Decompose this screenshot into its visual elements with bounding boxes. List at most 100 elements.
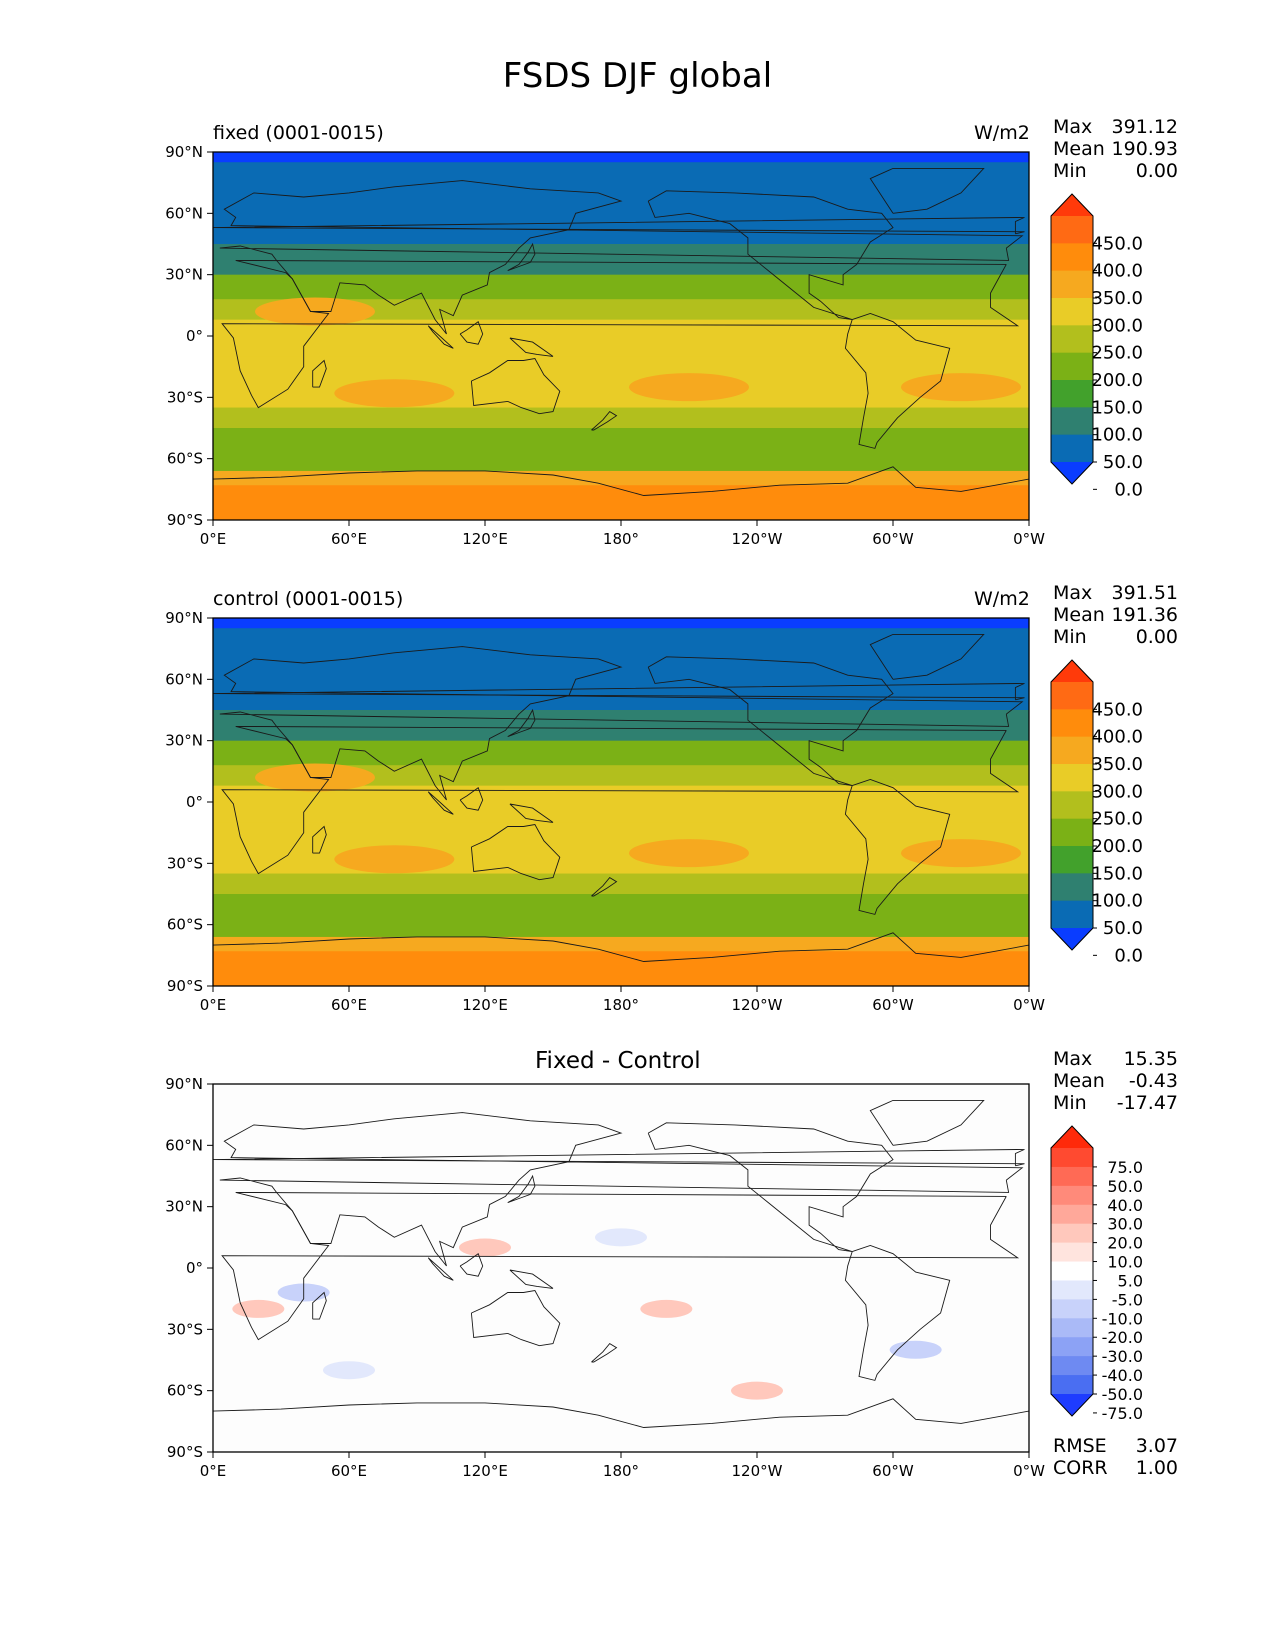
field-band xyxy=(213,485,1029,520)
lat-tick-label: 30°S xyxy=(167,388,203,406)
colorbar-segment xyxy=(1051,325,1093,354)
lat-tick-label: 0° xyxy=(186,1259,203,1277)
field-blob xyxy=(595,1228,647,1247)
colorbar-label: 50.0 xyxy=(1103,918,1143,939)
colorbar-extend-bottom xyxy=(1051,462,1093,484)
colorbar-label: -20.0 xyxy=(1102,1328,1143,1347)
field-band xyxy=(213,936,1029,952)
coastline xyxy=(213,216,1025,235)
panel-left-title: fixed (0001-0015) xyxy=(213,122,384,144)
colorbar-label: 0.0 xyxy=(1114,479,1143,500)
lat-tick-label: 90°S xyxy=(167,1443,203,1461)
lon-tick-label: 60°W xyxy=(872,530,914,548)
coastline xyxy=(844,779,951,915)
colorbar-label: 40.0 xyxy=(1107,1196,1143,1215)
colorbar-segment xyxy=(1051,1280,1093,1300)
coastline xyxy=(213,1398,1029,1428)
field-band xyxy=(213,162,1029,245)
map-plot-difference: 90°N 60°N 30°N 0° 30°S 60°S 90°S0°E 60°E 120°E 18… xyxy=(165,1075,1143,1480)
colorbar-segment xyxy=(1051,434,1093,463)
lon-tick-label: 0°E xyxy=(200,996,227,1014)
colorbar-segment xyxy=(1051,764,1093,792)
coastline xyxy=(427,791,454,815)
field-blob xyxy=(901,373,1021,402)
coastline xyxy=(427,325,454,349)
lat-tick-label: 60°N xyxy=(165,670,203,688)
coastline xyxy=(312,359,327,388)
colorbar-label: -5.0 xyxy=(1112,1290,1143,1309)
lat-tick-label: 60°N xyxy=(165,204,203,222)
lat-tick-label: 60°N xyxy=(165,1136,203,1154)
field-blob xyxy=(629,839,749,868)
lon-tick-label: 180° xyxy=(603,530,639,548)
colorbar-label: -10.0 xyxy=(1102,1309,1143,1328)
colorbar-extend-bottom xyxy=(1051,1394,1093,1416)
coastline xyxy=(844,1245,951,1381)
lon-tick-label: 0°W xyxy=(1013,1462,1045,1480)
field-band xyxy=(213,873,1029,895)
panel-control: 90°N 60°N 30°N 0° 30°S 60°S 90°S 0°E 60°E 120°E 18… xyxy=(0,466,1275,1014)
colorbar-segment xyxy=(1051,1337,1093,1357)
lon-tick-label: 180° xyxy=(603,1462,639,1480)
lat-tick-label: 30°S xyxy=(167,1320,203,1338)
colorbar-label: -40.0 xyxy=(1102,1366,1143,1385)
lon-tick-label: 0°W xyxy=(1013,996,1045,1014)
lat-tick-label: 90°S xyxy=(167,511,203,529)
coastline xyxy=(459,786,484,811)
coastline xyxy=(869,1099,985,1146)
figure-title: FSDS DJF global xyxy=(502,56,773,96)
colorbar-segment xyxy=(1051,243,1093,272)
colorbar-segment xyxy=(1051,380,1093,408)
coastline xyxy=(509,337,554,357)
lat-tick-label: 90°N xyxy=(165,609,203,627)
colorbar-segment xyxy=(1051,846,1093,874)
coastline xyxy=(312,1291,327,1320)
colorbar-label: 400.0 xyxy=(1091,727,1143,748)
lat-tick-label: 30°S xyxy=(167,854,203,872)
map-field xyxy=(213,1084,1029,1452)
colorbar-segment xyxy=(1051,709,1093,738)
colorbar-extend-top xyxy=(1051,660,1093,682)
coastline xyxy=(844,313,951,449)
coastline xyxy=(219,180,1024,335)
lon-tick-label: 180° xyxy=(603,996,639,1014)
colorbar-extend-top xyxy=(1051,194,1093,216)
field-band xyxy=(213,152,1029,163)
colorbar-segment xyxy=(1051,216,1093,244)
lon-tick-label: 60°W xyxy=(872,996,914,1014)
lat-tick-label: 90°S xyxy=(167,977,203,995)
field-blob xyxy=(629,373,749,402)
field-blob xyxy=(459,1238,511,1257)
colorbar-segment xyxy=(1051,1166,1093,1187)
colorbar-extend-bottom xyxy=(1051,928,1093,950)
panel-fixed: 90°N 60°N 30°N 0° 30°S 60°S 90°S 0°E 60°E 120°E 18… xyxy=(0,0,1275,548)
coastline xyxy=(869,167,985,214)
lat-tick-label: 30°N xyxy=(165,732,203,750)
colorbar-extend-top xyxy=(1051,1126,1093,1148)
colorbar-segment xyxy=(1051,1185,1093,1206)
field-band xyxy=(213,710,1029,742)
colorbar-label: 200.0 xyxy=(1091,836,1143,857)
coastline xyxy=(312,825,327,854)
coastline xyxy=(459,1252,484,1277)
colorbar-label: 5.0 xyxy=(1118,1271,1143,1290)
lat-tick-label: 60°S xyxy=(167,1382,203,1400)
colorbar-segment xyxy=(1051,270,1093,299)
colorbar-segment xyxy=(1051,873,1093,902)
colorbar-label: -30.0 xyxy=(1102,1347,1143,1366)
colorbar-segment xyxy=(1051,1356,1093,1376)
field-band xyxy=(213,765,1029,787)
colorbar-label: 450.0 xyxy=(1091,699,1143,720)
colorbar-label: 75.0 xyxy=(1107,1158,1143,1177)
coastline xyxy=(219,1112,1024,1267)
coastline xyxy=(869,633,985,680)
colorbar-label: 30.0 xyxy=(1107,1215,1143,1234)
lon-tick-label: 120°E xyxy=(462,1462,508,1480)
colorbar-label: 300.0 xyxy=(1091,315,1143,336)
lon-tick-label: 60°E xyxy=(331,1462,367,1480)
panel-center-title: Fixed - Control xyxy=(535,1048,701,1074)
colorbar-segment xyxy=(1051,1223,1093,1244)
colorbar-label: 200.0 xyxy=(1091,370,1143,391)
lat-tick-label: 60°S xyxy=(167,916,203,934)
colorbar-segment xyxy=(1051,1204,1093,1225)
